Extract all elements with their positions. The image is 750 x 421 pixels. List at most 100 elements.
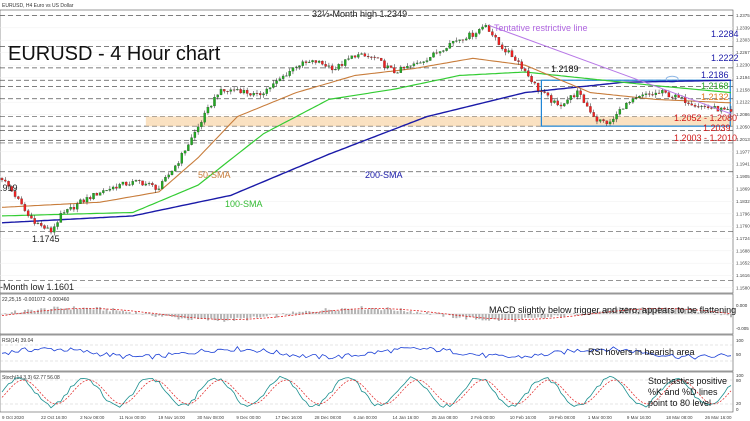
macd-bar	[363, 309, 366, 314]
macd-bar	[327, 309, 330, 314]
macd-bar	[318, 312, 321, 314]
macd-bar	[651, 308, 654, 314]
macd-bar	[723, 314, 726, 315]
candle-body	[487, 25, 491, 32]
level-label-1: 1.2284	[711, 29, 739, 39]
macd-bar	[543, 314, 546, 319]
candle-body	[128, 184, 131, 186]
candle-body	[435, 52, 438, 54]
macd-bar	[471, 314, 474, 317]
macd-bar	[275, 314, 278, 318]
macd-bar	[573, 312, 576, 314]
candle-body	[20, 198, 23, 205]
candle-body	[53, 226, 56, 233]
price-tick-label: 1.2050	[736, 124, 750, 129]
macd-bar	[435, 312, 438, 314]
candle-body	[425, 60, 429, 62]
macd-bar	[527, 314, 530, 318]
price-tick-label: 1.2158	[736, 87, 750, 92]
candle-body	[700, 105, 703, 107]
trendline-path	[488, 24, 732, 115]
macd-header: 22,25,15 -0.001072 -0.000460	[2, 297, 69, 303]
candle-body	[141, 180, 144, 186]
macd-bar	[105, 308, 108, 314]
macd-bar	[95, 306, 98, 314]
candle-body	[536, 82, 540, 91]
macd-bar	[419, 312, 422, 314]
candle-body	[563, 103, 566, 107]
macd-bar	[354, 309, 357, 314]
macd-bar	[50, 308, 53, 314]
macd-bar	[59, 308, 62, 314]
macd-bar	[406, 312, 409, 314]
candle-body	[187, 144, 190, 151]
macd-panel: 22,25,15 -0.001072 -0.000460 MACD slight…	[0, 293, 749, 335]
candle-body	[30, 215, 33, 219]
time-label: 11 Nov 00:00	[119, 415, 146, 420]
macd-bar	[520, 314, 523, 320]
candle-body	[170, 170, 174, 175]
candle-body	[389, 65, 393, 68]
stoch-panel: Stoch(14,3,3) 62.77 56.08 Stochastics po…	[0, 371, 744, 413]
price-tick-label: 1.1724	[736, 236, 750, 241]
macd-bar	[631, 308, 634, 314]
candle-body	[144, 183, 148, 186]
candle-body	[330, 65, 334, 71]
candle-body	[481, 26, 484, 30]
macd-bar	[524, 314, 527, 318]
candle-body	[595, 116, 599, 122]
candle-body	[674, 94, 677, 98]
support-band-rect	[145, 116, 733, 127]
stoch-d-path	[1, 379, 732, 405]
level-label-3: 1.2186	[701, 70, 729, 80]
candle-body	[347, 58, 350, 60]
macd-bar	[17, 312, 20, 314]
restrictive-trendline	[488, 24, 732, 115]
macd-bar	[321, 310, 324, 314]
stoch-panel-frame	[0, 371, 734, 413]
macd-bar	[504, 314, 507, 320]
candle-body	[582, 94, 586, 103]
macd-note: MACD slightly below trigger and zero, ap…	[489, 305, 736, 315]
candle-body	[612, 118, 615, 122]
rsi-note: RSI hovers in bearish area	[588, 347, 695, 357]
macd-bar	[265, 314, 268, 317]
macd-bar	[20, 312, 23, 314]
candle-body	[399, 66, 403, 73]
sma200-line	[1, 79, 732, 224]
candle-body	[278, 78, 282, 81]
candle-body	[200, 122, 203, 127]
macd-bar	[85, 307, 88, 314]
candle-body	[353, 55, 357, 58]
stoch-axis-100: 100	[736, 373, 744, 378]
price-tick-label: 1.1869	[736, 186, 750, 191]
level-label-6: 1.2052 - 1.2080	[674, 113, 737, 123]
candle-body	[23, 204, 27, 211]
macd-bar	[151, 314, 154, 316]
candle-body	[471, 32, 474, 37]
candle-body	[125, 181, 128, 186]
candle-body	[690, 103, 693, 106]
candle-body	[108, 188, 112, 191]
level-label-7: 1.2039	[703, 123, 731, 133]
candle-body	[216, 94, 219, 98]
candle-body	[167, 174, 170, 178]
macd-bar	[390, 309, 393, 314]
candle-body	[465, 38, 468, 41]
macd-bar	[10, 312, 13, 314]
stoch-axis-0: 0	[736, 407, 739, 412]
macd-bar	[507, 314, 510, 320]
macd-bar	[360, 306, 363, 314]
macd-bar	[79, 308, 82, 314]
macd-bar	[370, 308, 373, 314]
candle-body	[95, 192, 99, 196]
candle-body	[684, 97, 687, 104]
macd-bar	[337, 310, 340, 314]
time-label: 17 Dec 16:00	[275, 415, 302, 420]
macd-bar	[546, 314, 549, 318]
macd-bar	[63, 308, 66, 314]
macd-bar	[703, 313, 706, 314]
macd-bar	[680, 307, 683, 314]
candle-body	[638, 96, 641, 98]
